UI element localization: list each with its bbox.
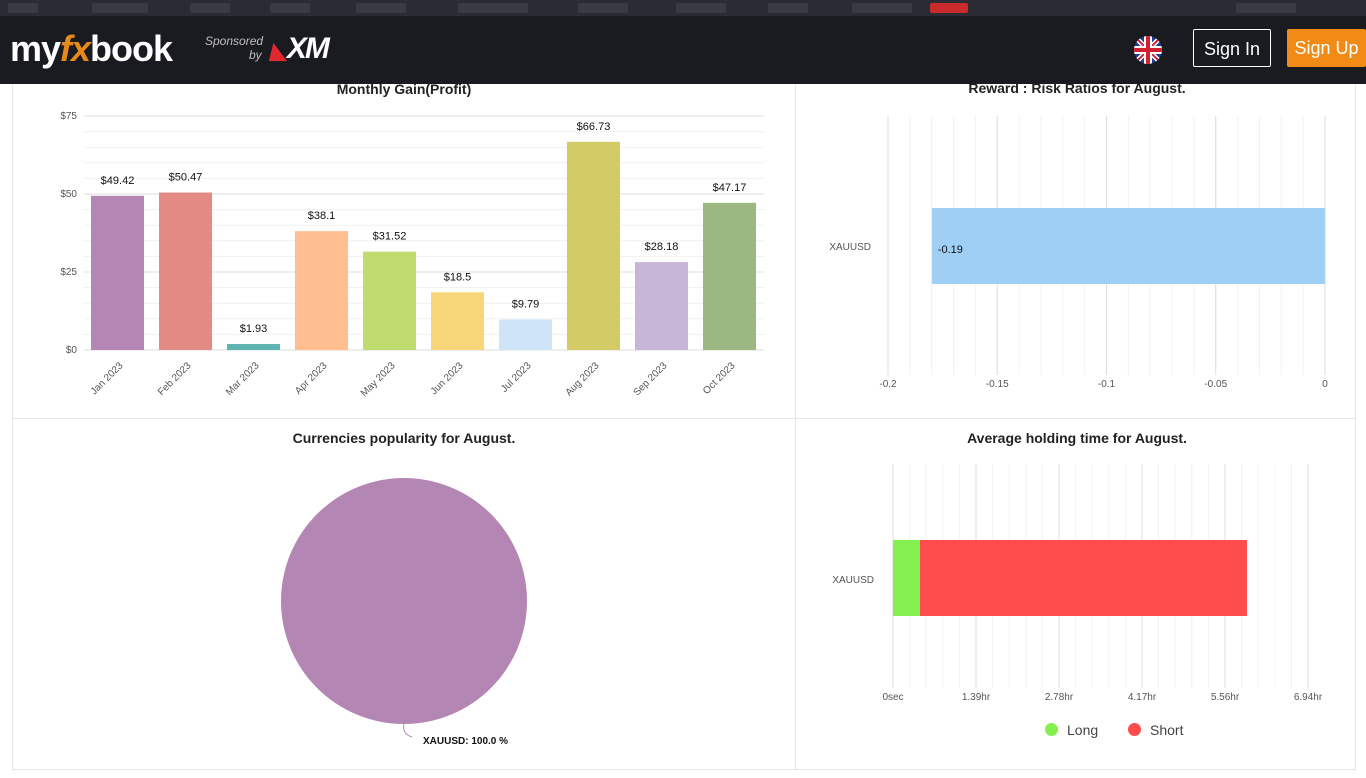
legend-long-dot bbox=[1045, 723, 1058, 736]
bar-may-2023 bbox=[363, 251, 416, 350]
currencies-popularity-title: Currencies popularity for August. bbox=[292, 430, 516, 446]
pie-slice-xauusd bbox=[281, 478, 527, 724]
monthly-gain-title: Monthly Gain(Profit) bbox=[336, 81, 472, 97]
bar-jul-2023 bbox=[499, 319, 552, 350]
bar-value-label: $9.79 bbox=[512, 298, 540, 310]
bar-value-label: $28.18 bbox=[645, 241, 679, 253]
y-category-label: XAUUSD bbox=[832, 575, 874, 586]
top-nav-strip bbox=[0, 0, 1366, 16]
x-tick-label: -0.05 bbox=[1204, 379, 1227, 390]
bar-mar-2023 bbox=[227, 343, 280, 350]
y-tick-label: $25 bbox=[60, 267, 77, 278]
pie-slice-label: XAUUSD: 100.0 % bbox=[423, 736, 508, 747]
bar-value-label: $66.73 bbox=[577, 121, 611, 133]
bar-segment-short bbox=[919, 540, 1248, 616]
bar-feb-2023 bbox=[159, 192, 212, 350]
bar-segment-long bbox=[893, 540, 920, 616]
x-tick-label: 5.56hr bbox=[1211, 692, 1240, 703]
legend-short-dot bbox=[1128, 723, 1141, 736]
x-tick-label: 6.94hr bbox=[1294, 692, 1323, 703]
myfxbook-logo[interactable]: myfxbook bbox=[10, 28, 173, 69]
panel-holding-time bbox=[795, 418, 1356, 770]
bar-jan-2023 bbox=[91, 195, 144, 350]
sign-up-button[interactable]: Sign Up bbox=[1287, 29, 1366, 67]
legend-short[interactable]: Short bbox=[1128, 722, 1183, 738]
y-category-label: XAUUSD bbox=[829, 242, 871, 253]
x-tick-label: -0.15 bbox=[986, 379, 1009, 390]
bar-value-label: $47.17 bbox=[713, 182, 747, 194]
y-tick-label: $50 bbox=[60, 189, 77, 200]
y-tick-label: $0 bbox=[66, 345, 78, 356]
bar-xauusd bbox=[931, 208, 1325, 284]
bar-sep-2023 bbox=[635, 262, 688, 350]
risk-ratio-title: Reward : Risk Ratios for August. bbox=[968, 80, 1186, 96]
x-tick-label: 2.78hr bbox=[1045, 692, 1074, 703]
x-tick-label: 4.17hr bbox=[1128, 692, 1157, 703]
x-tick-label: -0.1 bbox=[1098, 379, 1116, 390]
bar-apr-2023 bbox=[295, 231, 348, 350]
sponsored-by-text: Sponsored by bbox=[205, 34, 264, 62]
sign-in-button[interactable]: Sign In bbox=[1193, 29, 1271, 67]
bar-value-label: $38.1 bbox=[308, 210, 336, 222]
x-tick-label: 0 bbox=[1322, 379, 1328, 390]
legend-long[interactable]: Long bbox=[1045, 722, 1098, 738]
bar-oct-2023 bbox=[703, 202, 756, 350]
x-tick-label: 1.39hr bbox=[962, 692, 991, 703]
bar-value-label: -0.19 bbox=[938, 244, 963, 256]
bar-jun-2023 bbox=[431, 292, 484, 350]
x-tick-label: 0sec bbox=[882, 692, 903, 703]
bar-value-label: $18.5 bbox=[444, 271, 472, 283]
uk-flag-icon[interactable] bbox=[1134, 36, 1162, 64]
bar-value-label: $50.47 bbox=[169, 172, 203, 184]
bar-value-label: $1.93 bbox=[240, 323, 268, 335]
holding-time-title: Average holding time for August. bbox=[967, 430, 1187, 446]
bar-value-label: $31.52 bbox=[373, 231, 407, 243]
bar-value-label: $49.42 bbox=[101, 175, 135, 187]
x-tick-label: -0.2 bbox=[879, 379, 897, 390]
bar-aug-2023 bbox=[567, 141, 620, 350]
pie-connector bbox=[403, 723, 413, 738]
site-header: myfxbook Sponsored by ◣XM Sign In Sign U… bbox=[0, 16, 1366, 84]
y-tick-label: $75 bbox=[60, 111, 77, 122]
xm-logo[interactable]: ◣XM bbox=[270, 32, 330, 65]
